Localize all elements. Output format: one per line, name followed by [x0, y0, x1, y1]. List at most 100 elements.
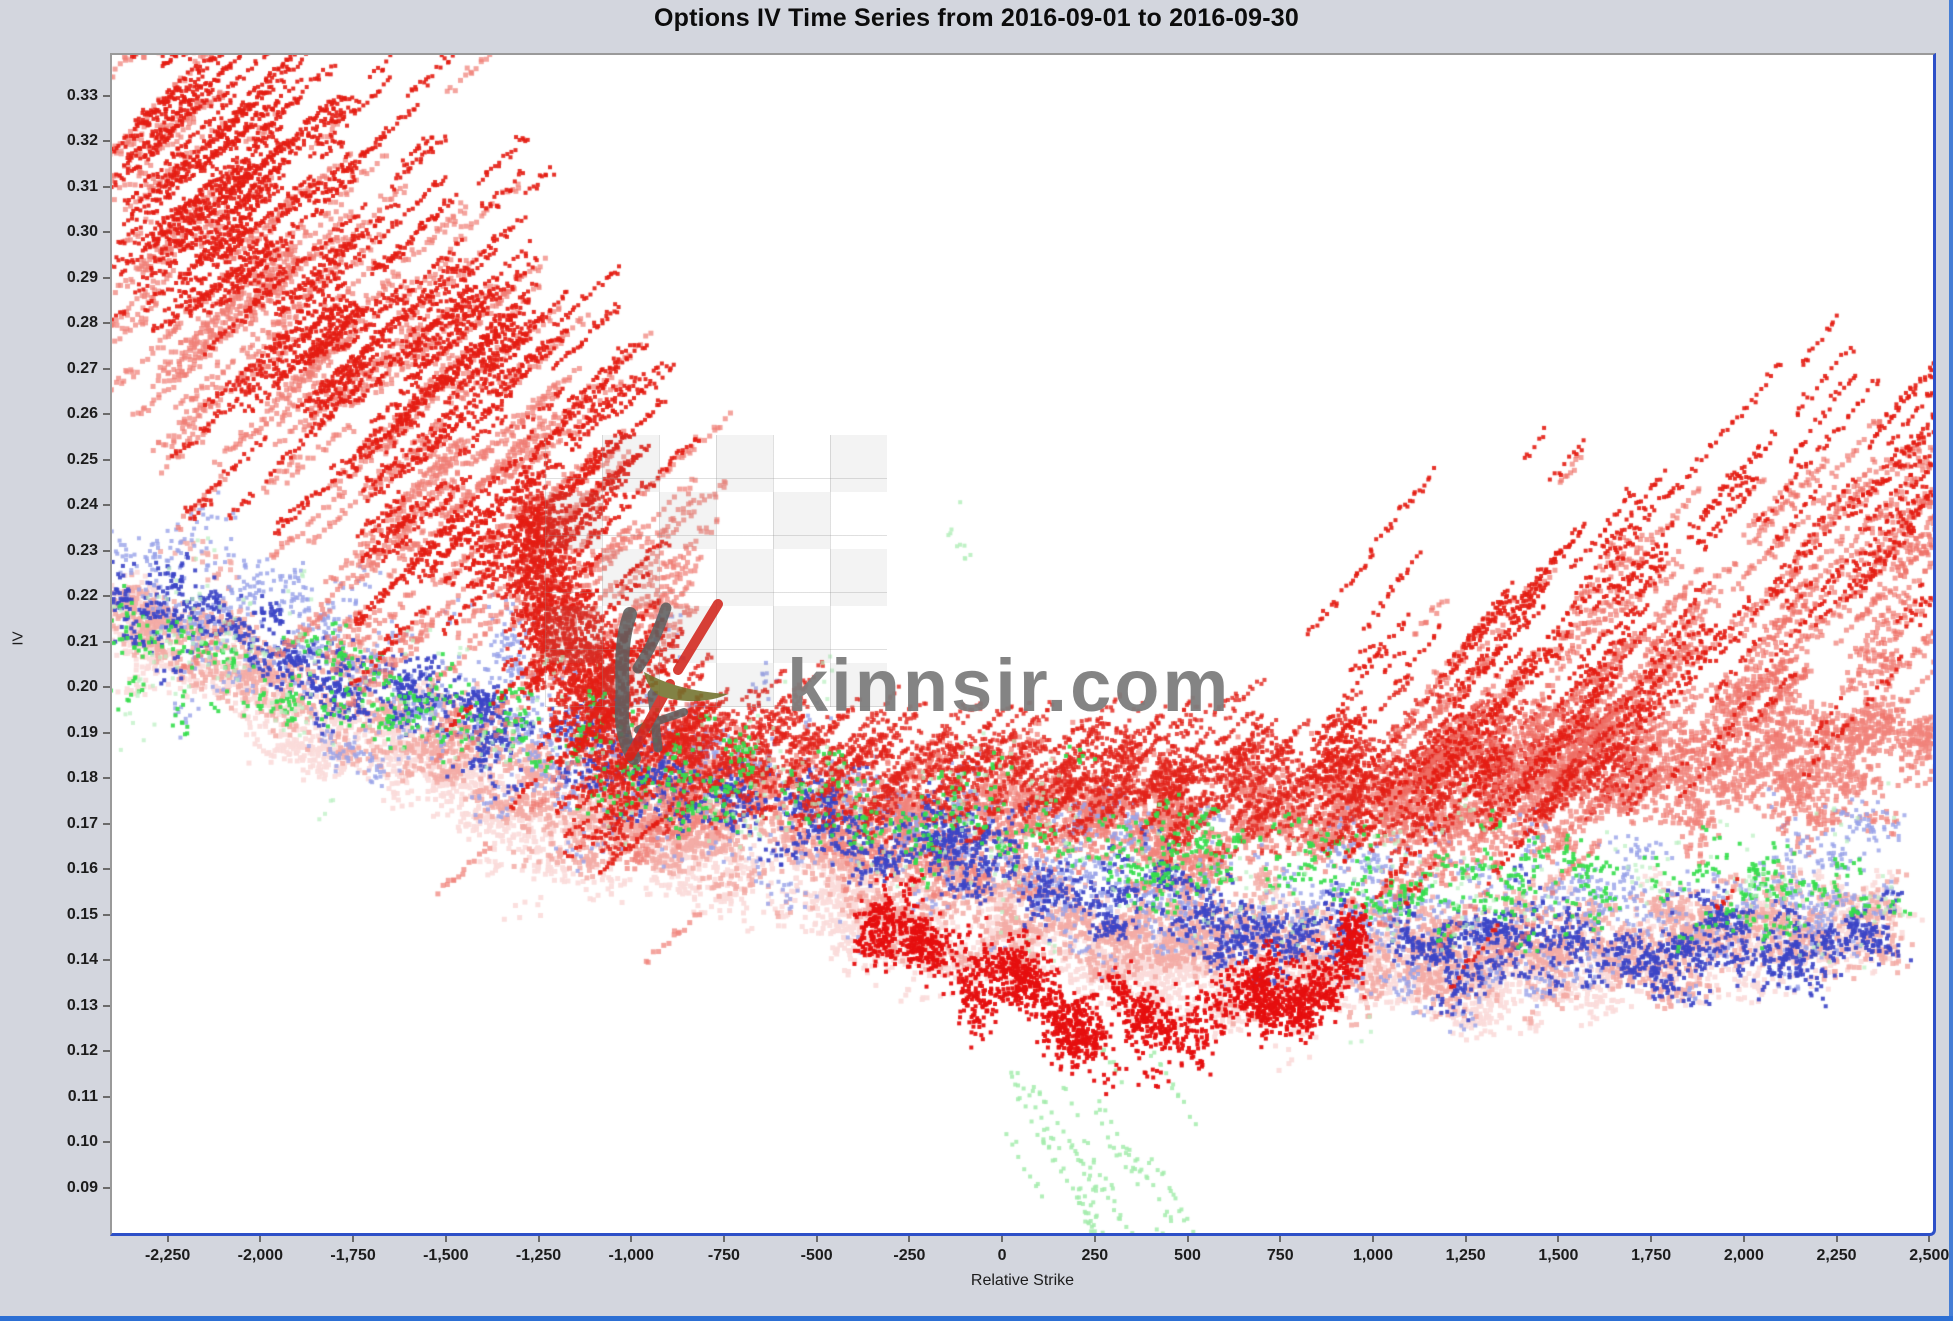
y-tick-label: 0.10: [66, 1133, 98, 1151]
watermark-text: kinnsir.com: [787, 644, 1232, 727]
x-tick-mark: [1001, 1236, 1004, 1242]
y-tick-mark: [103, 595, 110, 598]
y-tick-mark: [103, 504, 110, 507]
y-tick-label: 0.16: [66, 860, 98, 878]
x-tick-mark: [1557, 1236, 1560, 1242]
x-tick-mark: [1371, 1236, 1374, 1242]
x-tick-mark: [352, 1236, 355, 1242]
y-tick-label: 0.22: [66, 587, 98, 605]
x-tick-mark: [1186, 1236, 1189, 1242]
y-tick-mark: [103, 231, 110, 234]
y-tick-label: 0.17: [66, 814, 98, 832]
x-tick-label: -1,750: [330, 1247, 376, 1264]
y-tick-mark: [103, 94, 110, 97]
x-tick-mark: [259, 1236, 262, 1242]
y-tick-label: 0.09: [66, 1178, 98, 1196]
y-tick-label: 0.30: [66, 223, 98, 241]
x-axis-title: Relative Strike: [970, 1272, 1075, 1289]
y-tick-label: 0.27: [66, 359, 98, 377]
x-tick-mark: [1742, 1236, 1745, 1242]
y-tick-mark: [103, 1095, 110, 1098]
x-tick-mark: [1279, 1236, 1282, 1242]
y-tick-mark: [103, 276, 110, 279]
x-tick-label: -1,500: [423, 1247, 469, 1264]
x-tick-label: 1,000: [1352, 1247, 1393, 1264]
y-tick-label: 0.26: [66, 405, 98, 423]
x-tick-label: 500: [1174, 1247, 1201, 1264]
y-tick-mark: [103, 458, 110, 461]
x-tick-label: -1,000: [608, 1247, 654, 1264]
y-tick-mark: [103, 1141, 110, 1144]
x-tick-label: -750: [707, 1247, 740, 1264]
y-tick-mark: [103, 777, 110, 780]
x-tick-label: 2,000: [1723, 1247, 1764, 1264]
x-tick-label: -500: [800, 1247, 833, 1264]
x-tick-label: 750: [1266, 1247, 1294, 1264]
y-tick-label: 0.32: [66, 132, 98, 150]
y-tick-label: 0.12: [66, 1042, 98, 1060]
y-tick-mark: [103, 140, 110, 143]
x-tick-mark: [1650, 1236, 1653, 1242]
x-tick-label: 1,250: [1445, 1247, 1486, 1264]
x-tick-label: -250: [893, 1247, 926, 1264]
x-tick-mark: [722, 1236, 725, 1242]
y-tick-label: 0.29: [66, 268, 98, 286]
y-tick-label: 0.21: [66, 632, 98, 650]
x-tick-mark: [630, 1236, 633, 1242]
x-tick-label: -2,250: [144, 1247, 191, 1264]
y-tick-mark: [103, 1186, 110, 1189]
chart-title: Options IV Time Series from 2016-09-01 t…: [654, 4, 1299, 32]
x-tick-label: 0: [997, 1247, 1007, 1264]
y-tick-mark: [103, 868, 110, 871]
watermark-logo: [614, 599, 728, 765]
scatter-canvas: [112, 55, 1933, 1233]
y-tick-mark: [103, 322, 110, 325]
y-tick-label: 0.28: [66, 314, 98, 332]
y-tick-mark: [103, 822, 110, 825]
y-tick-label: 0.11: [67, 1087, 98, 1105]
y-tick-mark: [103, 913, 110, 916]
x-tick-label: 250: [1081, 1247, 1109, 1264]
y-tick-mark: [103, 1050, 110, 1053]
x-tick-mark: [815, 1236, 818, 1242]
x-tick-label: -1,250: [515, 1247, 562, 1264]
y-tick-label: 0.33: [66, 86, 98, 104]
y-tick-label: 0.13: [66, 996, 98, 1014]
y-tick-mark: [103, 686, 110, 689]
x-tick-mark: [444, 1236, 447, 1242]
x-tick-label: 2,250: [1816, 1247, 1857, 1264]
window-border-bottom: [0, 1316, 1953, 1321]
y-tick-label: 0.24: [66, 496, 98, 514]
x-tick-label: -2,000: [237, 1247, 284, 1264]
y-axis-title: IV: [9, 631, 27, 646]
x-tick-label: 1,500: [1538, 1247, 1579, 1264]
y-tick-mark: [103, 413, 110, 416]
y-tick-mark: [103, 1004, 110, 1007]
watermark-grid: [545, 435, 887, 707]
x-tick-label: 2,500: [1909, 1247, 1950, 1264]
x-tick-mark: [537, 1236, 540, 1242]
x-tick-mark: [1928, 1236, 1931, 1242]
y-tick-label: 0.14: [66, 951, 98, 969]
y-tick-mark: [103, 549, 110, 552]
y-tick-mark: [103, 185, 110, 188]
x-tick-label: 1,750: [1631, 1247, 1672, 1264]
y-tick-label: 0.15: [66, 905, 98, 923]
x-tick-mark: [166, 1236, 169, 1242]
x-tick-mark: [1835, 1236, 1838, 1242]
y-tick-label: 0.23: [66, 541, 98, 559]
window-border-right: [1949, 0, 1953, 1321]
y-tick-mark: [103, 367, 110, 370]
x-tick-mark: [1093, 1236, 1096, 1242]
y-tick-label: 0.25: [66, 450, 98, 468]
y-tick-mark: [103, 731, 110, 734]
y-tick-label: 0.19: [66, 723, 98, 741]
x-tick-mark: [908, 1236, 911, 1242]
y-tick-mark: [103, 640, 110, 643]
y-tick-mark: [103, 959, 110, 962]
plot-area: kinnsir.com: [110, 53, 1936, 1236]
y-tick-label: 0.31: [66, 177, 98, 195]
x-tick-mark: [1464, 1236, 1467, 1242]
y-tick-label: 0.20: [66, 678, 98, 696]
